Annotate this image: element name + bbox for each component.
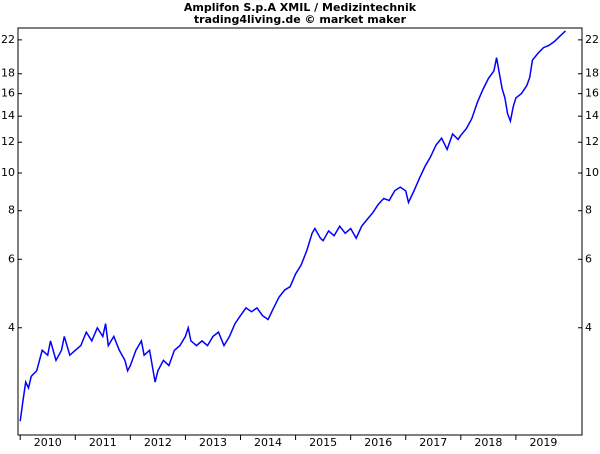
y2-tick-label: 8 <box>585 204 592 217</box>
plot-frame <box>17 27 583 436</box>
y2-tick-label: 10 <box>585 166 599 179</box>
y-tick-label: 6 <box>8 252 15 265</box>
x-tick-label: 2016 <box>364 436 392 449</box>
x-tick-label: 2014 <box>254 436 282 449</box>
y2-tick-label: 6 <box>585 252 592 265</box>
y2-tick-label: 12 <box>585 135 599 148</box>
y-tick-label: 16 <box>1 87 15 100</box>
x-tick-label: 2013 <box>199 436 227 449</box>
x-tick-label: 2010 <box>34 436 62 449</box>
chart-title: Amplifon S.p.A XMIL / Medizintechnik <box>184 1 417 14</box>
x-tick-label: 2019 <box>529 436 557 449</box>
x-tick-label: 2018 <box>474 436 502 449</box>
x-tick-label: 2017 <box>419 436 447 449</box>
price-line <box>19 30 567 422</box>
x-tick-label: 2011 <box>89 436 117 449</box>
y-tick-label: 12 <box>1 135 15 148</box>
y-tick-label: 22 <box>1 33 15 46</box>
y-tick-label: 14 <box>1 109 15 122</box>
y-tick-label: 8 <box>8 204 15 217</box>
y2-tick-label: 16 <box>585 87 599 100</box>
y2-tick-label: 4 <box>585 321 592 334</box>
y2-tick-label: 14 <box>585 109 599 122</box>
y-tick-label: 18 <box>1 67 15 80</box>
chart-subtitle: trading4living.de © market maker <box>194 13 407 26</box>
y2-tick-label: 22 <box>585 33 599 46</box>
x-tick-label: 2015 <box>309 436 337 449</box>
y2-tick-label: 18 <box>585 67 599 80</box>
y-tick-label: 4 <box>8 321 15 334</box>
x-tick-label: 2012 <box>144 436 172 449</box>
y-tick-label: 10 <box>1 166 15 179</box>
